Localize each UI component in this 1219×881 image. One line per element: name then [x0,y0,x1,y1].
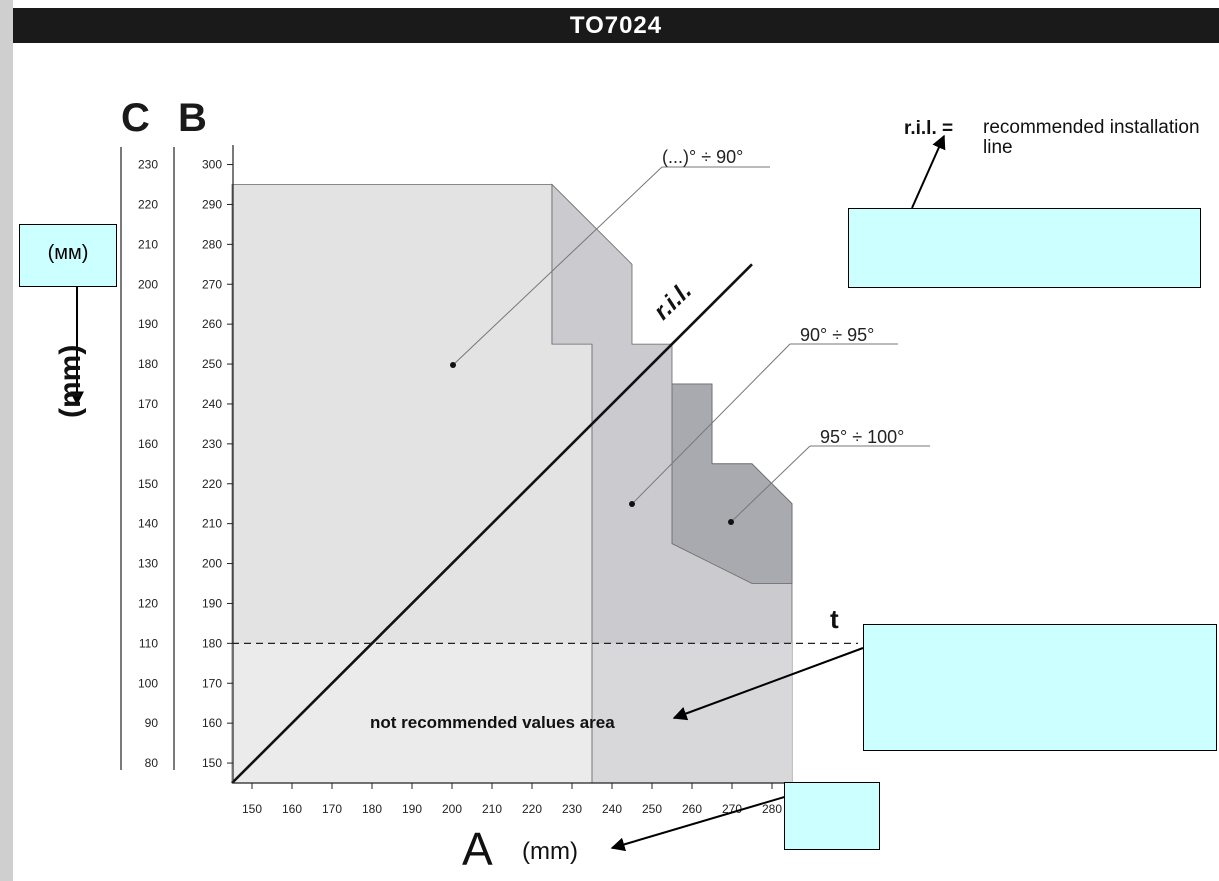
zone-1-dot [450,362,456,368]
ril-legend-description: recommended installation line [983,117,1200,158]
leaders-layer [450,166,930,525]
c-axis-letter: C [121,96,150,140]
b-axis-letter: B [178,96,207,140]
threshold-label: t [830,604,839,634]
c-tick-label-140: 140 [138,517,158,531]
a-tick-label-240: 240 [602,802,622,816]
zone-1-label: (...)° ÷ 90° [662,147,744,167]
a-tick-label-270: 270 [722,802,742,816]
not-recommended-band-2 [592,643,792,783]
axes-layer: 150 160 170 180 190 200 210 220 230 240 250 260 270 2… [120,145,802,816]
left-margin-strip [0,0,13,881]
not-recommended-label: not recommended values area [370,713,615,732]
b-tick-label-210: 210 [202,517,222,531]
a-tick-label-200: 200 [442,802,462,816]
ril-legend-key: r.i.l. = [904,118,954,139]
zone-2-label: 90° ÷ 95° [800,325,875,345]
b-tick-label-270: 270 [202,277,222,291]
ril-annotation-box [848,208,1201,288]
a-tick-label-210: 210 [482,802,502,816]
ril-line [231,263,753,784]
b-tick-label-290: 290 [202,197,222,211]
b-tick-label-260: 260 [202,317,222,331]
a-tick-label-230: 230 [562,802,582,816]
c-tick-label-120: 120 [138,596,158,610]
c-tick-label-130: 130 [138,557,158,571]
area-annotation-box [863,624,1217,751]
zone-3-leader [730,445,811,523]
not-recommended-band-1 [232,643,592,783]
b-tick-label-150: 150 [202,756,222,770]
a-tick-label-260: 260 [682,802,702,816]
b-tick-label-220: 220 [202,477,222,491]
ril-legend-arrow [911,134,946,209]
a-axis-letter: A [462,823,493,875]
c-tick-label-100: 100 [138,676,158,690]
a-axis-unit: (mm) [522,838,578,865]
b-tick-label-170: 170 [202,676,222,690]
b-tick-label-180: 180 [202,636,222,650]
b-tick-label-250: 250 [202,357,222,371]
zones-layer [231,183,858,784]
b-tick-label-240: 240 [202,397,222,411]
c-tick-label-230: 230 [138,158,158,172]
c-tick-label-210: 210 [138,237,158,251]
b-tick-label-190: 190 [202,596,222,610]
left-unit-label: (mm) [54,344,87,418]
a-tick-label-280: 280 [762,802,782,816]
a-tick-label-150: 150 [242,802,262,816]
c-tick-label-180: 180 [138,357,158,371]
c-tick-label-90: 90 [145,716,159,730]
c-tick-label-110: 110 [139,636,158,650]
zone-3-area [671,383,793,584]
a-tick-label-250: 250 [642,802,662,816]
mm-callout-box: (мм) [19,224,117,287]
a-tick-label-190: 190 [402,802,422,816]
zone-3-label: 95° ÷ 100° [820,427,905,447]
c-tick-label-220: 220 [138,197,158,211]
a-tick-label-170: 170 [322,802,342,816]
c-tick-label-150: 150 [138,477,158,491]
b-tick-label-160: 160 [202,716,222,730]
ril-layer [231,263,753,784]
zone-2-dot [629,501,635,507]
a-tick-label-160: 160 [282,802,302,816]
b-tick-label-300: 300 [202,158,222,172]
zone-1-leader [452,166,663,366]
b-tick-label-230: 230 [202,437,222,451]
b-tick-label-280: 280 [202,237,222,251]
a-tick-label-220: 220 [522,802,542,816]
a-tick-label-180: 180 [362,802,382,816]
page-title: TO7024 [13,8,1219,43]
c-tick-label-200: 200 [138,277,158,291]
c-tick-label-80: 80 [145,756,159,770]
zone-2-leader [631,343,791,505]
c-tick-label-190: 190 [138,317,158,331]
not-rec-arrow [672,647,864,721]
zone-3-dot [728,519,734,525]
axis-annotation-box [784,782,880,850]
b-tick-label-200: 200 [202,557,222,571]
c-tick-label-170: 170 [138,397,158,411]
c-tick-label-160: 160 [138,437,158,451]
